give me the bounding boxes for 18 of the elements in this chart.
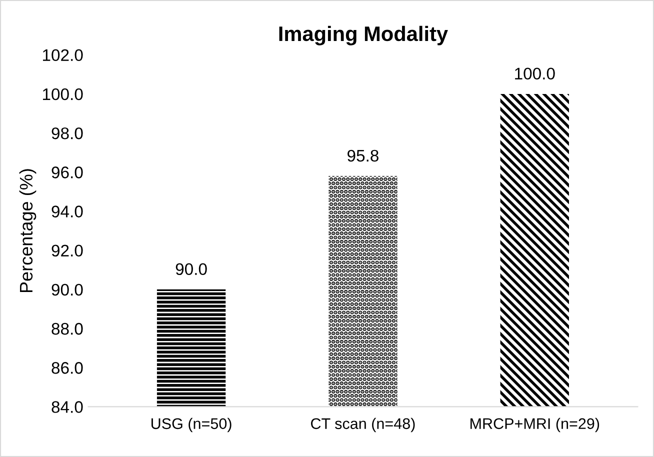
y-tick-label: 90.0 <box>52 284 83 296</box>
x-tick-label: MRCP+MRI (n=29) <box>470 418 600 432</box>
y-tick-label: 98.0 <box>52 127 83 140</box>
x-tick-label: CT scan (n=48) <box>311 418 415 432</box>
x-tick-label: USG (n=50) <box>152 418 232 432</box>
y-tick-label: 88.0 <box>52 322 83 335</box>
y-tick-label: 102.0 <box>42 49 83 62</box>
data-label: 100.0 <box>515 68 555 80</box>
y-axis-title: Percentage (%) <box>19 169 36 292</box>
y-tick-label: 100.0 <box>42 88 83 100</box>
y-tick-label: 84.0 <box>52 401 83 413</box>
data-label: 90.0 <box>176 263 207 276</box>
y-tick-label: 86.0 <box>52 362 83 374</box>
y-tick-label: 94.0 <box>52 206 83 218</box>
data-label: 95.8 <box>348 150 378 162</box>
chart-title: Imaging Modality <box>279 26 448 46</box>
y-tick-label: 96.0 <box>52 166 83 178</box>
y-tick-label: 92.0 <box>52 244 83 257</box>
